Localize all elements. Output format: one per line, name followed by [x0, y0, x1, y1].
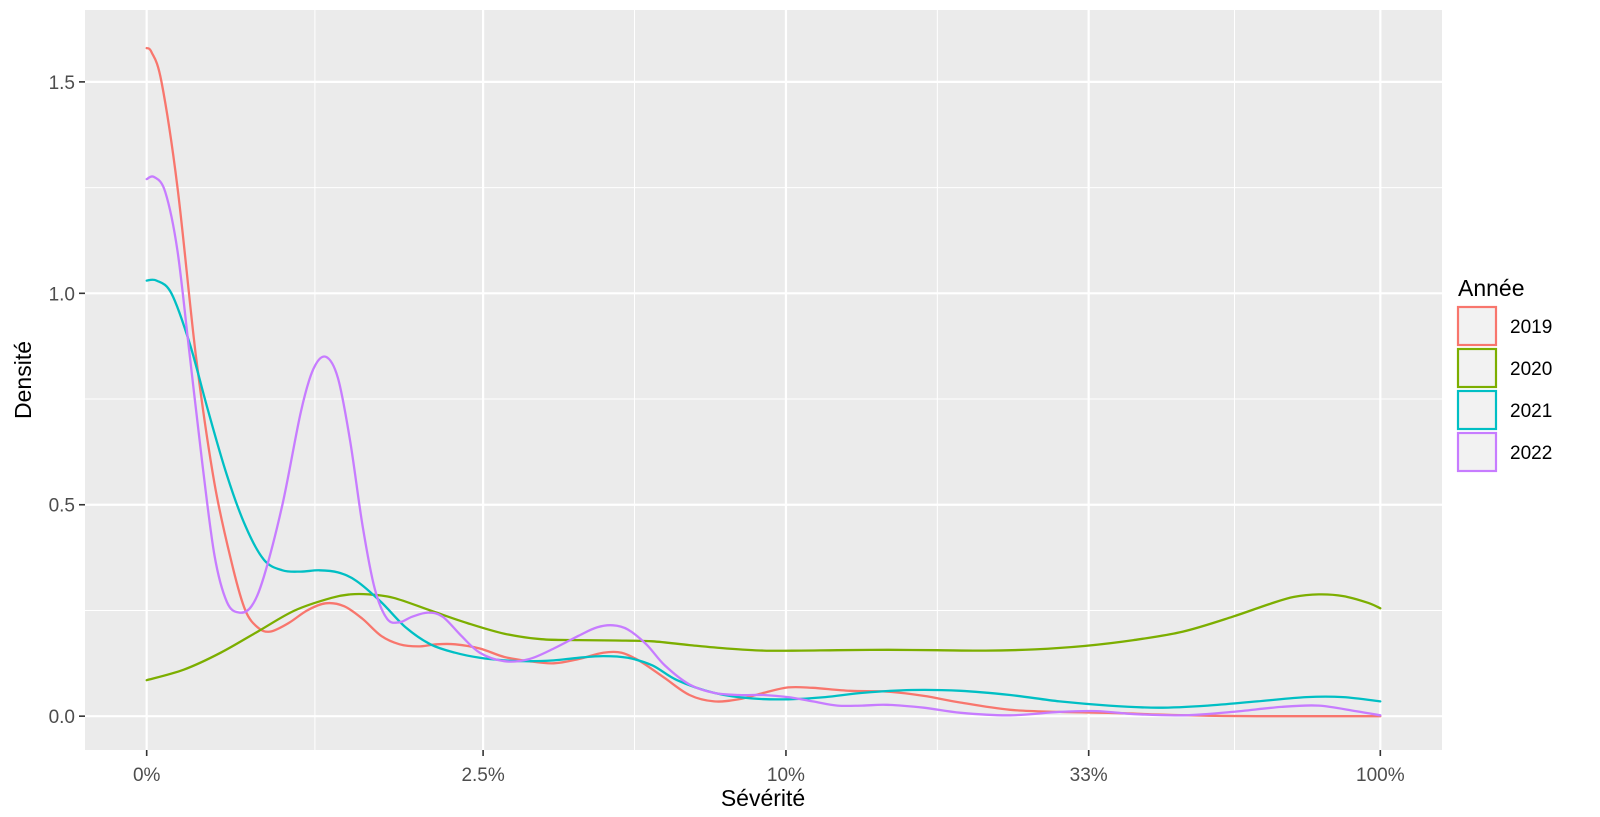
y-tick-label: 0.5 — [49, 496, 75, 517]
legend-key-2022 — [1456, 431, 1498, 473]
series-lines — [145, 46, 1382, 718]
legend-label-2022: 2022 — [1510, 443, 1552, 464]
y-axis-title: Densité — [10, 341, 36, 419]
y-tick-label: 1.0 — [49, 284, 75, 305]
legend-title: Année — [1458, 275, 1525, 301]
x-axis-title: Sévérité — [721, 785, 805, 811]
y-tick-label: 1.5 — [49, 73, 75, 94]
legend-key-2021 — [1456, 389, 1498, 431]
x-tick-label: 33% — [1070, 765, 1108, 786]
y-axis: 0.0 0.5 1.0 1.5 — [49, 73, 85, 728]
grid-minor — [85, 10, 1442, 750]
x-tick-label: 2.5% — [461, 765, 504, 786]
legend-key-2019 — [1456, 305, 1498, 347]
panel-background — [85, 10, 1442, 750]
x-tick-label: 100% — [1356, 765, 1405, 786]
y-tick-label: 0.0 — [49, 707, 75, 728]
legend: Année 2019 2020 2021 2022 — [1456, 275, 1552, 473]
legend-label-2021: 2021 — [1510, 401, 1552, 422]
legend-label-2020: 2020 — [1510, 359, 1552, 380]
x-tick-label: 0% — [133, 765, 161, 786]
x-axis: 0% 2.5% 10% 33% 100% — [133, 750, 1405, 786]
series-line-2020 — [145, 592, 1382, 682]
series-line-2022 — [145, 175, 1382, 717]
x-tick-label: 10% — [767, 765, 805, 786]
legend-label-2019: 2019 — [1510, 317, 1552, 338]
legend-key-2020 — [1456, 347, 1498, 389]
series-line-2021 — [145, 278, 1382, 709]
